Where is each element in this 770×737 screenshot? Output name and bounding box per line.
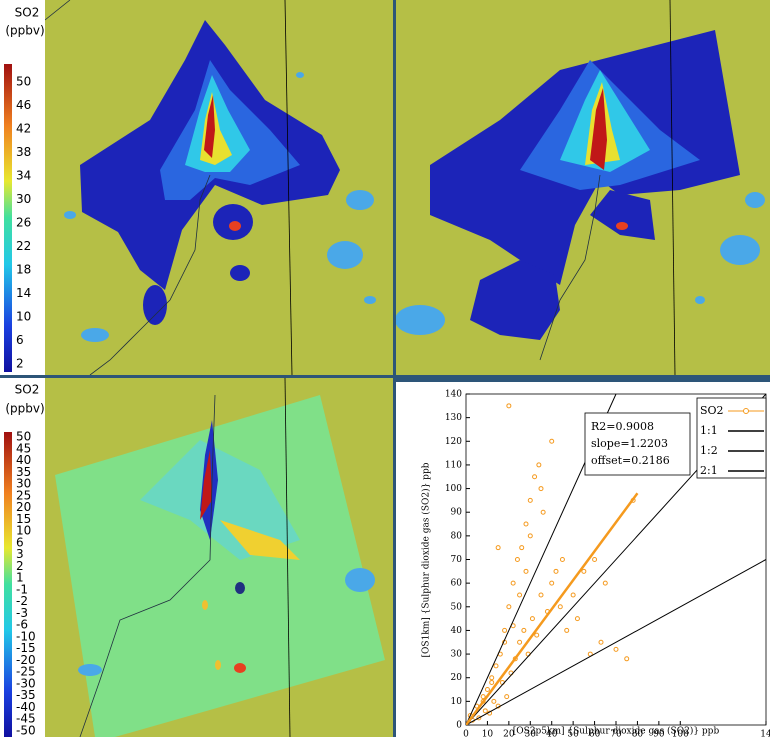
colorbar-label: 18 — [16, 263, 31, 277]
colorbar-label: 14 — [16, 286, 31, 300]
colorbar-label: 50 — [16, 75, 31, 89]
x-tick-label: 10 — [482, 730, 494, 737]
colorbar-label: 38 — [16, 145, 31, 159]
colorbar-label: 10 — [16, 310, 31, 324]
y-tick-label: 110 — [445, 460, 462, 470]
map-panel — [45, 0, 393, 375]
y-tick-label: 0 — [456, 721, 462, 731]
colorbar-label: 26 — [16, 216, 31, 230]
y-tick-label: 20 — [451, 673, 463, 683]
colorbar-label: 42 — [16, 122, 31, 136]
colorbar-title: SO2 — [15, 6, 40, 20]
y-tick-label: 30 — [451, 650, 463, 660]
x-axis-label: [OS2p5km] {Sulphur dioxide gas (SO2)} pp… — [513, 726, 720, 737]
colorbar-unit: (ppbv) — [5, 402, 44, 416]
colorbar-label: 30 — [16, 192, 31, 206]
stats-text: R2=0.9008 — [591, 420, 654, 433]
y-tick-label: 140 — [445, 390, 462, 400]
stats-text: offset=0.2186 — [591, 454, 670, 467]
legend-label: 1:2 — [700, 444, 718, 457]
y-tick-label: 50 — [451, 602, 463, 612]
y-tick-label: 130 — [445, 413, 462, 423]
y-tick-label: 10 — [451, 697, 463, 707]
colorbar-unit: (ppbv) — [5, 24, 44, 38]
y-tick-label: 100 — [445, 484, 462, 494]
colorbar-label: 2 — [16, 357, 24, 371]
colorbar-label: 6 — [16, 333, 24, 347]
x-tick-label: 14 — [760, 730, 770, 737]
y-tick-label: 90 — [451, 508, 463, 518]
colorbar-title: SO2 — [15, 383, 40, 397]
colorbar-label: 34 — [16, 169, 31, 183]
legend-label: 1:1 — [700, 424, 718, 437]
y-tick-label: 80 — [451, 531, 463, 541]
colorbar: SO2 (ppbv) 50 46 42 38 34 30 26 22 18 14 10 6 2 — [0, 0, 45, 375]
legend-marker — [744, 409, 749, 414]
colorbar-label: -50 — [16, 723, 36, 737]
colorbar-label: 46 — [16, 98, 31, 112]
figure: SO2 (ppbv) 50 46 42 38 34 30 26 22 18 14 10 6 2 SO2 … — [0, 0, 770, 737]
y-tick-label: 60 — [451, 579, 463, 589]
map-panel — [395, 0, 770, 375]
colorbar: SO2 (ppbv) 5045403530252015106321-1-2-3-… — [0, 378, 45, 737]
y-tick-label: 70 — [451, 555, 463, 565]
legend-label: SO2 — [700, 404, 724, 417]
colorbar-label: 22 — [16, 239, 31, 253]
stats-text: slope=1.2203 — [591, 437, 668, 450]
y-tick-label: 40 — [451, 626, 463, 636]
y-tick-label: 120 — [445, 437, 462, 447]
x-tick-label: 0 — [463, 730, 469, 737]
y-axis-label: [OS1km] {Sulphur dioxide gas (SO2)} ppb — [421, 462, 432, 657]
map-panel — [45, 378, 393, 737]
legend-label: 2:1 — [700, 464, 718, 477]
